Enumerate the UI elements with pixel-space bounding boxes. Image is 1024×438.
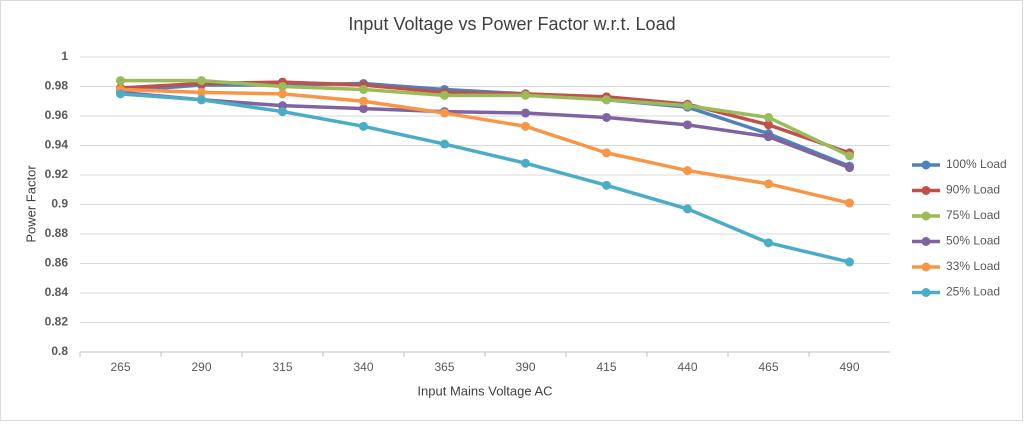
data-point bbox=[197, 76, 206, 86]
legend-key-marker bbox=[921, 211, 931, 221]
data-point bbox=[440, 90, 449, 100]
x-tick-label: 290 bbox=[191, 360, 211, 374]
legend-label: 25% Load bbox=[946, 285, 1000, 299]
data-point bbox=[359, 96, 368, 106]
y-tick-label: 0.94 bbox=[45, 138, 69, 152]
data-point bbox=[602, 180, 611, 190]
legend-label: 100% Load bbox=[946, 157, 1007, 171]
x-tick-label: 465 bbox=[758, 360, 778, 374]
y-tick-label: 0.9 bbox=[51, 197, 68, 211]
y-tick-label: 0.84 bbox=[45, 285, 69, 299]
data-point bbox=[278, 89, 287, 99]
chart-frame bbox=[0, 0, 1023, 421]
data-point bbox=[116, 89, 125, 99]
data-point bbox=[602, 112, 611, 122]
data-point bbox=[683, 120, 692, 130]
data-point bbox=[521, 121, 530, 131]
data-point bbox=[197, 87, 206, 97]
x-tick-label: 390 bbox=[515, 360, 535, 374]
legend-key-marker bbox=[921, 288, 931, 297]
x-tick-label: 340 bbox=[353, 360, 373, 374]
data-point bbox=[764, 179, 773, 189]
data-point bbox=[278, 107, 287, 117]
legend-label: 90% Load bbox=[946, 183, 1000, 197]
data-point bbox=[197, 95, 206, 105]
legend-label: 75% Load bbox=[946, 208, 1000, 222]
data-point bbox=[683, 204, 692, 214]
y-tick-label: 0.8 bbox=[51, 344, 68, 358]
x-axis-title: Input Mains Voltage AC bbox=[417, 383, 552, 398]
data-point bbox=[359, 121, 368, 131]
data-point bbox=[764, 238, 773, 248]
data-point bbox=[683, 101, 692, 111]
y-tick-label: 0.98 bbox=[45, 79, 69, 93]
series-line bbox=[120, 87, 850, 205]
chart-title: Input Voltage vs Power Factor w.r.t. Loa… bbox=[348, 14, 675, 34]
data-point bbox=[359, 84, 368, 94]
x-tick-label: 265 bbox=[110, 360, 130, 374]
data-point bbox=[521, 90, 530, 100]
x-tick-label: 315 bbox=[272, 360, 292, 374]
x-tick-label: 440 bbox=[677, 360, 697, 374]
x-tick-label: 365 bbox=[434, 360, 454, 374]
y-tick-label: 0.88 bbox=[45, 226, 69, 240]
legend-key-marker bbox=[921, 262, 931, 272]
legend-key-marker bbox=[921, 237, 931, 246]
series-line bbox=[120, 78, 851, 158]
data-point bbox=[359, 104, 368, 114]
y-tick-label: 1 bbox=[61, 49, 68, 63]
data-point bbox=[602, 95, 611, 105]
x-tick-label: 415 bbox=[596, 360, 616, 374]
y-tick-label: 0.92 bbox=[45, 167, 69, 181]
data-point bbox=[440, 139, 449, 149]
data-point bbox=[845, 257, 854, 267]
data-point bbox=[845, 163, 854, 173]
data-point bbox=[845, 198, 854, 208]
data-point bbox=[764, 120, 773, 130]
y-tick-label: 0.82 bbox=[45, 315, 69, 329]
data-point bbox=[521, 158, 530, 168]
data-point bbox=[278, 82, 287, 91]
data-point bbox=[116, 76, 125, 86]
data-point bbox=[440, 108, 449, 118]
data-point bbox=[683, 166, 692, 176]
data-point bbox=[764, 132, 773, 142]
x-tick-label: 490 bbox=[839, 360, 859, 374]
y-tick-label: 0.96 bbox=[45, 108, 69, 122]
y-axis-title: Power Factor bbox=[23, 165, 38, 243]
data-point bbox=[764, 112, 773, 122]
data-point bbox=[602, 148, 611, 158]
data-point bbox=[521, 108, 530, 118]
y-tick-label: 0.86 bbox=[45, 256, 69, 270]
legend-label: 50% Load bbox=[946, 234, 1000, 248]
legend-key-marker bbox=[921, 160, 931, 170]
legend-key-marker bbox=[921, 186, 931, 195]
series-line bbox=[120, 92, 850, 264]
series-line bbox=[120, 90, 851, 170]
data-point bbox=[845, 151, 854, 161]
legend-label: 33% Load bbox=[946, 259, 1000, 273]
